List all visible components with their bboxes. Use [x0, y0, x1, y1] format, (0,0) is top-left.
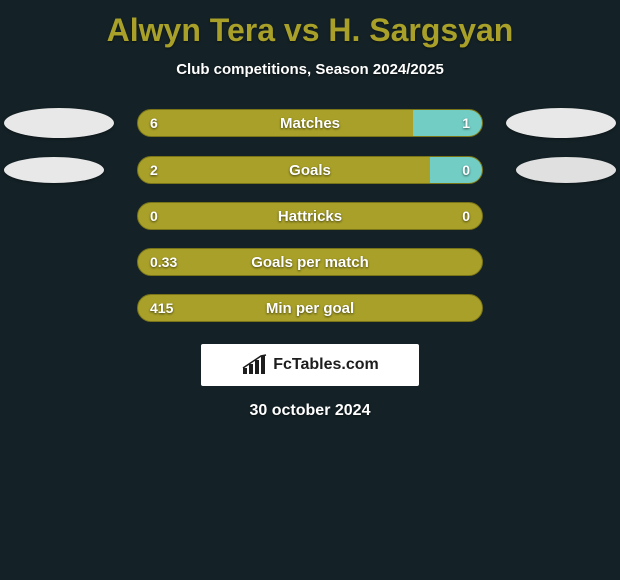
stat-left-value: 2	[150, 162, 158, 178]
stat-label: Hattricks	[278, 208, 342, 225]
stat-bar: 0.33 Goals per match	[137, 248, 483, 276]
stat-bar-right-fill	[430, 157, 482, 183]
snapshot-date: 30 october 2024	[0, 402, 620, 420]
stat-label: Goals	[289, 162, 331, 179]
ellipse-icon	[506, 108, 616, 138]
stat-bar: 415 Min per goal	[137, 294, 483, 322]
stat-right-value: 0	[462, 162, 470, 178]
stat-bar: 6 Matches 1	[137, 109, 483, 137]
comparison-subtitle: Club competitions, Season 2024/2025	[0, 61, 620, 78]
stat-left-value: 0.33	[150, 254, 177, 270]
watermark[interactable]: FcTables.com	[201, 344, 419, 386]
stat-right-value: 0	[462, 208, 470, 224]
ellipse-icon	[516, 157, 616, 183]
ellipse-icon	[4, 157, 104, 183]
stat-row: 415 Min per goal	[0, 294, 620, 322]
watermark-text: FcTables.com	[273, 356, 379, 374]
bar-chart-icon	[241, 354, 267, 376]
player-badge-right	[506, 108, 616, 138]
stat-label: Min per goal	[266, 300, 354, 317]
stat-label: Goals per match	[251, 254, 369, 271]
stats-rows: 6 Matches 1 2 Goals 0 0 Hattricks 0	[0, 108, 620, 322]
stat-left-value: 6	[150, 115, 158, 131]
stat-bar: 0 Hattricks 0	[137, 202, 483, 230]
stat-row: 2 Goals 0	[0, 156, 620, 184]
player-badge-left	[4, 157, 104, 183]
player-badge-left	[4, 108, 114, 138]
stat-row: 0.33 Goals per match	[0, 248, 620, 276]
stat-right-value: 1	[462, 115, 470, 131]
comparison-title: Alwyn Tera vs H. Sargsyan	[0, 0, 620, 49]
stat-row: 0 Hattricks 0	[0, 202, 620, 230]
stat-bar-right-fill	[413, 110, 482, 136]
stat-left-value: 415	[150, 300, 173, 316]
stat-label: Matches	[280, 115, 340, 132]
stat-left-value: 0	[150, 208, 158, 224]
stat-row: 6 Matches 1	[0, 108, 620, 138]
stat-bar: 2 Goals 0	[137, 156, 483, 184]
ellipse-icon	[4, 108, 114, 138]
player-badge-right	[516, 157, 616, 183]
